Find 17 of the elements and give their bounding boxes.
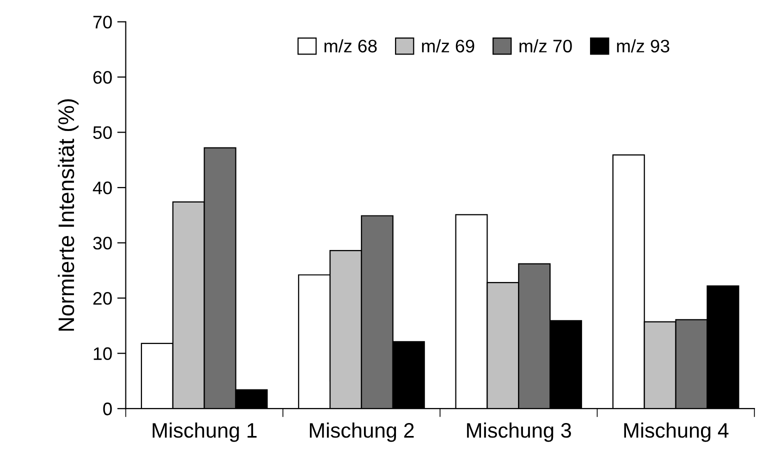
- y-tick-label: 20: [93, 292, 112, 305]
- x-tick-label: Mischung 3: [467, 422, 571, 442]
- y-tick-label: 30: [93, 236, 112, 250]
- y-tick-label: 10: [94, 347, 112, 360]
- x-tick-label: Mischung 4: [624, 422, 728, 442]
- y-tick-label: 60: [93, 70, 112, 84]
- x-tick-label: Mischung 2: [310, 422, 414, 442]
- y-tick-label: 50: [93, 126, 112, 140]
- y-tick-label: 70: [93, 16, 112, 29]
- y-axis-title: Normierte Intensität (%): [58, 99, 79, 331]
- legend-label: m/z 69: [422, 39, 474, 52]
- y-tick-label: 40: [92, 182, 112, 194]
- legend-label: m/z 93: [617, 39, 670, 52]
- x-tick-label: Mischung 1: [152, 422, 257, 442]
- legend-label: m/z 70: [520, 39, 572, 52]
- legend-label: m/z 68: [324, 39, 377, 52]
- y-tick-label: 0: [103, 402, 112, 416]
